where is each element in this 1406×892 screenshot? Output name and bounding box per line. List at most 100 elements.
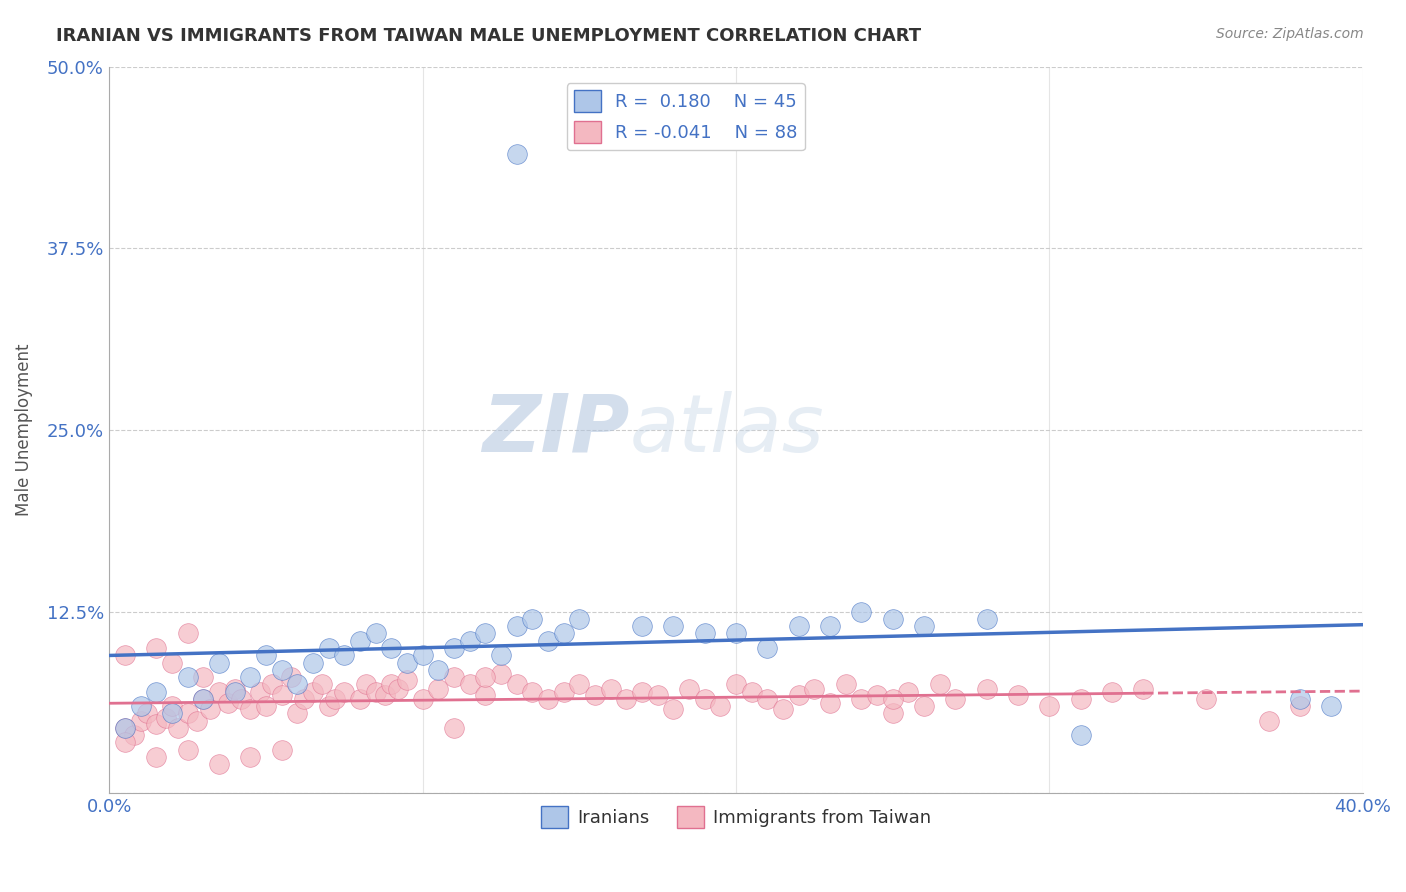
Point (443, 640, 465, 655)
Point (224, 681, 246, 696)
Point (155, 711, 177, 725)
Point (522, 684, 544, 698)
Point (302, 656, 325, 670)
Point (124, 728, 146, 742)
Point (186, 714, 208, 728)
Point (599, 681, 621, 696)
Point (145, 716, 167, 731)
Point (458, 633, 481, 648)
Point (193, 670, 215, 684)
Point (693, 626, 716, 640)
Point (1070, 728, 1092, 742)
Point (114, 648, 136, 663)
Point (834, 677, 856, 691)
Point (160, 706, 183, 721)
Point (145, 684, 167, 698)
Point (803, 681, 825, 696)
Point (145, 750, 167, 764)
Point (229, 691, 252, 706)
Point (270, 688, 292, 702)
Point (412, 691, 434, 706)
Point (262, 677, 284, 691)
Point (912, 619, 935, 633)
Point (505, 146, 527, 161)
Point (160, 656, 183, 670)
Point (583, 688, 606, 702)
Point (177, 706, 200, 721)
Point (114, 721, 136, 735)
Point (1038, 699, 1060, 714)
Text: Source: ZipAtlas.com: Source: ZipAtlas.com (1216, 27, 1364, 41)
Text: ZIP: ZIP (482, 391, 630, 469)
Point (270, 743, 292, 757)
Point (943, 691, 966, 706)
Point (129, 714, 152, 728)
Point (1195, 691, 1218, 706)
Point (412, 648, 434, 663)
Point (787, 619, 810, 633)
Point (254, 699, 277, 714)
Point (1070, 691, 1092, 706)
Point (333, 648, 356, 663)
Point (474, 688, 496, 702)
Point (136, 706, 159, 721)
Point (631, 684, 654, 698)
Point (709, 699, 731, 714)
Point (198, 702, 221, 716)
Point (818, 619, 841, 633)
Point (160, 699, 183, 714)
Point (302, 684, 325, 698)
Point (254, 648, 277, 663)
Point (741, 684, 763, 698)
Point (318, 699, 340, 714)
Point (208, 684, 231, 698)
Point (912, 699, 935, 714)
Text: IRANIAN VS IMMIGRANTS FROM TAIWAN MALE UNEMPLOYMENT CORRELATION CHART: IRANIAN VS IMMIGRANTS FROM TAIWAN MALE U… (56, 27, 921, 45)
Point (568, 677, 591, 691)
Point (114, 735, 136, 749)
Point (866, 688, 889, 702)
Point (280, 670, 302, 684)
Point (349, 633, 371, 648)
Point (387, 681, 409, 696)
Point (380, 677, 402, 691)
Point (177, 626, 200, 640)
Point (193, 691, 215, 706)
Point (1007, 688, 1029, 702)
Point (217, 696, 239, 710)
Point (239, 702, 262, 716)
Point (311, 677, 333, 691)
Point (928, 677, 950, 691)
Point (380, 640, 402, 655)
Point (208, 757, 231, 772)
Point (772, 702, 794, 716)
Point (976, 612, 998, 626)
Point (724, 626, 747, 640)
Legend: Iranians, Immigrants from Taiwan: Iranians, Immigrants from Taiwan (534, 798, 938, 835)
Point (882, 691, 904, 706)
Point (427, 681, 450, 696)
Point (724, 677, 747, 691)
Point (333, 684, 356, 698)
Point (239, 750, 262, 764)
Point (224, 684, 246, 698)
Point (364, 626, 387, 640)
Text: atlas: atlas (630, 391, 824, 469)
Point (374, 688, 396, 702)
Point (489, 648, 512, 663)
Point (270, 663, 292, 677)
Point (285, 706, 308, 721)
Point (356, 677, 378, 691)
Point (976, 681, 998, 696)
Point (537, 633, 560, 648)
Point (522, 612, 544, 626)
Point (474, 626, 496, 640)
Y-axis label: Male Unemployment: Male Unemployment (15, 343, 32, 516)
Point (897, 684, 920, 698)
Point (505, 619, 527, 633)
Point (1289, 691, 1312, 706)
Point (239, 670, 262, 684)
Point (177, 670, 200, 684)
Point (553, 684, 575, 698)
Point (1132, 681, 1154, 696)
